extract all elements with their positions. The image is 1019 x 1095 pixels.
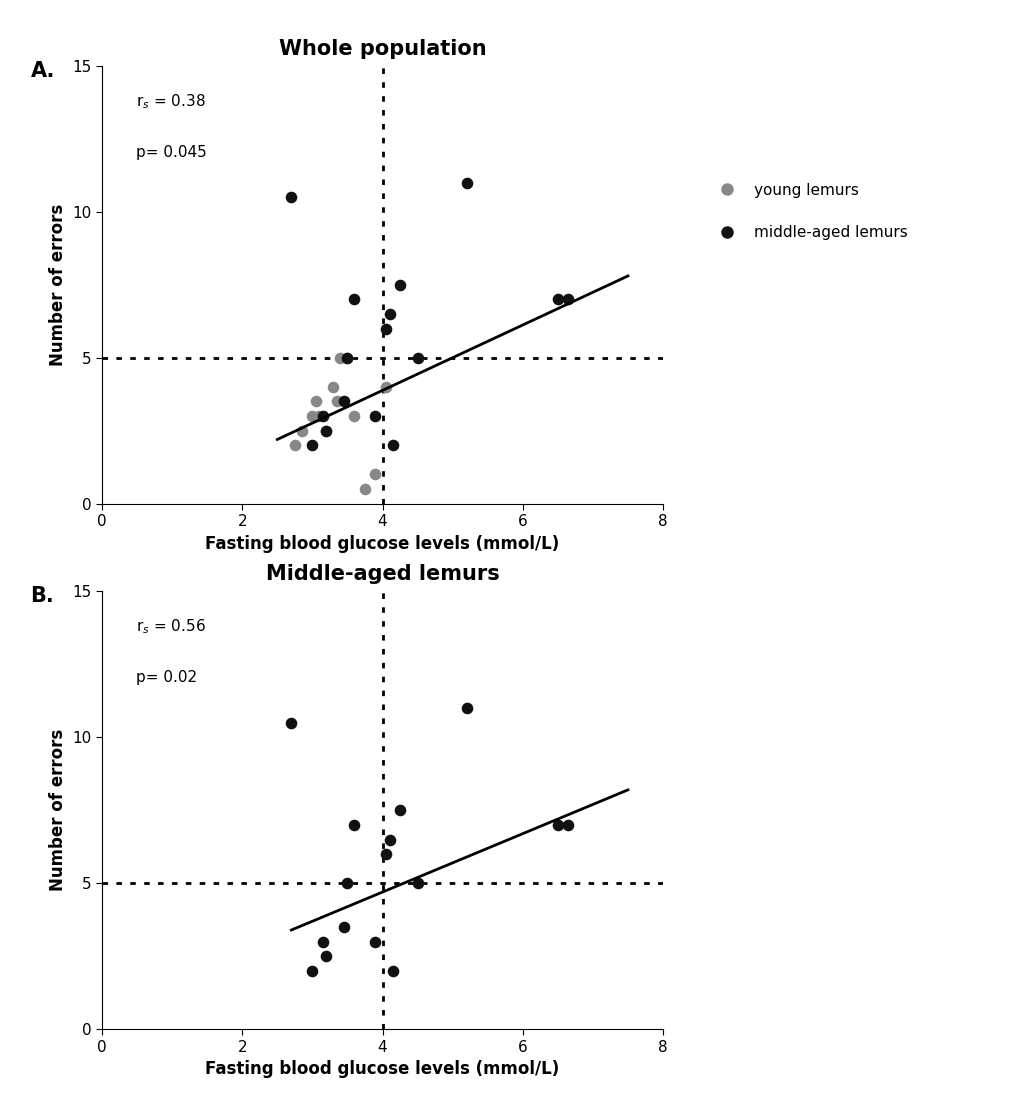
- Point: [459, 700, 475, 717]
- Point: [381, 306, 397, 323]
- Point: [559, 816, 576, 833]
- X-axis label: Fasting blood glucose levels (mmol/L): Fasting blood glucose levels (mmol/L): [205, 1060, 559, 1079]
- Point: [384, 963, 400, 980]
- Point: [409, 349, 425, 367]
- Point: [549, 290, 566, 308]
- Point: [357, 481, 373, 498]
- Point: [391, 802, 408, 819]
- Point: [304, 437, 320, 454]
- Point: [367, 407, 383, 425]
- Point: [318, 422, 334, 439]
- Point: [346, 407, 363, 425]
- Text: p= 0.045: p= 0.045: [136, 145, 206, 160]
- Title: Whole population: Whole population: [278, 38, 486, 59]
- Text: p= 0.02: p= 0.02: [136, 670, 197, 685]
- Point: [315, 933, 331, 950]
- Point: [377, 845, 393, 863]
- Point: [328, 393, 344, 411]
- Point: [339, 349, 356, 367]
- Point: [409, 875, 425, 892]
- Point: [339, 875, 356, 892]
- Point: [391, 276, 408, 293]
- Point: [318, 422, 334, 439]
- Point: [332, 349, 348, 367]
- Point: [283, 188, 300, 206]
- Point: [304, 407, 320, 425]
- Point: [381, 831, 397, 849]
- Point: [346, 816, 363, 833]
- Point: [311, 407, 327, 425]
- Point: [384, 437, 400, 454]
- Y-axis label: Number of errors: Number of errors: [49, 204, 66, 366]
- Point: [377, 320, 393, 337]
- Legend: young lemurs, middle-aged lemurs: young lemurs, middle-aged lemurs: [710, 183, 907, 240]
- Point: [315, 407, 331, 425]
- Point: [549, 816, 566, 833]
- Text: A.: A.: [31, 60, 55, 81]
- Point: [293, 422, 310, 439]
- Point: [377, 378, 393, 395]
- Text: B.: B.: [31, 586, 54, 607]
- Point: [367, 465, 383, 483]
- Point: [559, 290, 576, 308]
- Point: [335, 919, 352, 936]
- Text: r$_s$ = 0.56: r$_s$ = 0.56: [136, 618, 206, 636]
- Point: [318, 947, 334, 965]
- Point: [335, 393, 352, 411]
- Point: [308, 393, 324, 411]
- Point: [459, 174, 475, 192]
- Point: [304, 963, 320, 980]
- Title: Middle-aged lemurs: Middle-aged lemurs: [265, 564, 499, 585]
- Text: r$_s$ = 0.38: r$_s$ = 0.38: [136, 92, 205, 111]
- Point: [346, 290, 363, 308]
- Y-axis label: Number of errors: Number of errors: [49, 729, 66, 891]
- Point: [339, 349, 356, 367]
- Point: [283, 714, 300, 731]
- Point: [367, 933, 383, 950]
- X-axis label: Fasting blood glucose levels (mmol/L): Fasting blood glucose levels (mmol/L): [205, 534, 559, 553]
- Point: [325, 378, 341, 395]
- Point: [286, 437, 303, 454]
